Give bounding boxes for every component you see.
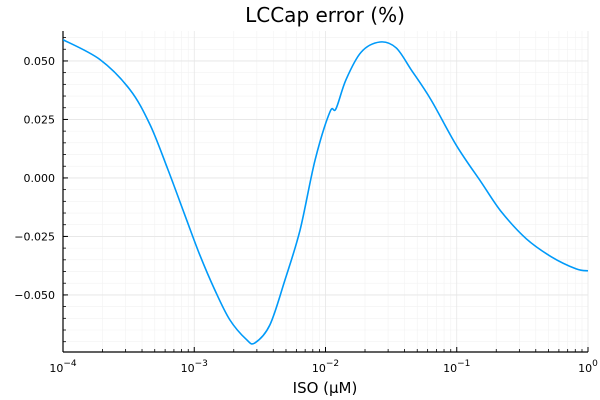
x-tick-label: 10−4 [49, 359, 77, 375]
x-tick-label: 10−2 [312, 359, 339, 375]
x-axis-ticks: 10−4 10−3 10−2 10−1 100 [49, 359, 598, 375]
y-tick-label: 0.000 [24, 172, 56, 185]
axes [62, 31, 589, 353]
x-tick-label: 100 [578, 359, 598, 375]
y-tick-label: −0.025 [14, 230, 55, 243]
chart-title: LCCap error (%) [245, 3, 405, 27]
grid [62, 31, 589, 352]
x-tick-label: 10−1 [443, 359, 470, 375]
x-tick-label: 10−3 [181, 359, 208, 375]
x-axis-label: ISO (μM) [293, 379, 358, 397]
y-tick-label: 0.025 [24, 113, 56, 126]
data-series-line [63, 38, 588, 345]
y-axis-ticks: 0.050 0.025 0.000 −0.025 −0.050 [14, 55, 55, 302]
y-tick-label: −0.050 [14, 289, 55, 302]
y-tick-label: 0.050 [24, 55, 56, 68]
